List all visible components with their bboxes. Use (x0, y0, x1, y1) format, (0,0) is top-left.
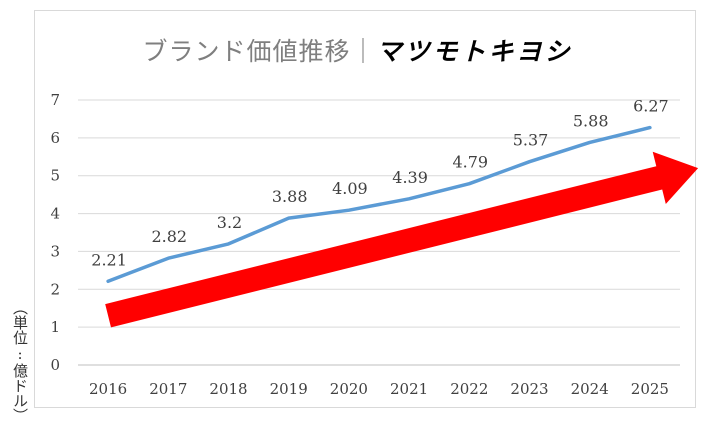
brand-logo-text: マツモトキヨシ (376, 37, 573, 66)
y-tick-label: 1 (50, 318, 60, 336)
y-tick-label: 2 (50, 280, 60, 298)
x-tick-label: 2024 (571, 380, 609, 398)
y-tick-label: 0 (50, 356, 60, 374)
y-axis-unit-label: （単位:億ドル） (11, 300, 29, 423)
data-label: 6.27 (633, 97, 669, 116)
trend-arrow-layer (105, 151, 699, 328)
data-label: 3.88 (272, 187, 308, 206)
data-label: 4.79 (452, 153, 488, 172)
gridlines (78, 99, 680, 366)
series-layer (106, 125, 652, 284)
data-label: 4.09 (332, 179, 368, 198)
data-label: 2.82 (151, 227, 187, 246)
x-tick-label: 2020 (330, 380, 368, 398)
y-tick-label: 3 (50, 242, 60, 260)
chart-title-text: ブランド価値推移｜ (142, 37, 377, 66)
data-label: 3.2 (217, 213, 242, 232)
x-tick-label: 2025 (631, 380, 669, 398)
series-line (106, 125, 652, 284)
x-tick-label: 2019 (270, 380, 308, 398)
chart-title: ブランド価値推移｜マツモトキヨシ (0, 32, 715, 68)
data-labels: 2.21 2.82 3.2 3.88 4.09 4.39 4.79 5.37 5.88 6.27 (91, 97, 668, 270)
y-tick-label: 6 (50, 129, 60, 147)
y-tick-label: 5 (50, 167, 60, 185)
data-label: 5.37 (513, 131, 549, 150)
trend-arrow (105, 151, 699, 328)
x-tick-label: 2023 (510, 380, 548, 398)
x-tick-label: 2022 (450, 380, 488, 398)
y-tick-label: 7 (50, 91, 60, 109)
x-tick-label: 2016 (89, 380, 127, 398)
chart-frame (34, 10, 696, 408)
x-axis-ticks: 2016 2017 2018 2019 2020 2021 2022 2023 2024 2025 (89, 380, 669, 398)
x-tick-label: 2021 (390, 380, 428, 398)
y-tick-label: 4 (50, 205, 60, 223)
x-tick-label: 2017 (149, 380, 187, 398)
data-label: 5.88 (573, 111, 609, 130)
y-axis-ticks: 0 1 2 3 4 5 6 7 (50, 91, 60, 374)
data-label: 4.39 (392, 168, 428, 187)
x-tick-label: 2018 (209, 380, 247, 398)
data-label: 2.21 (91, 250, 127, 269)
